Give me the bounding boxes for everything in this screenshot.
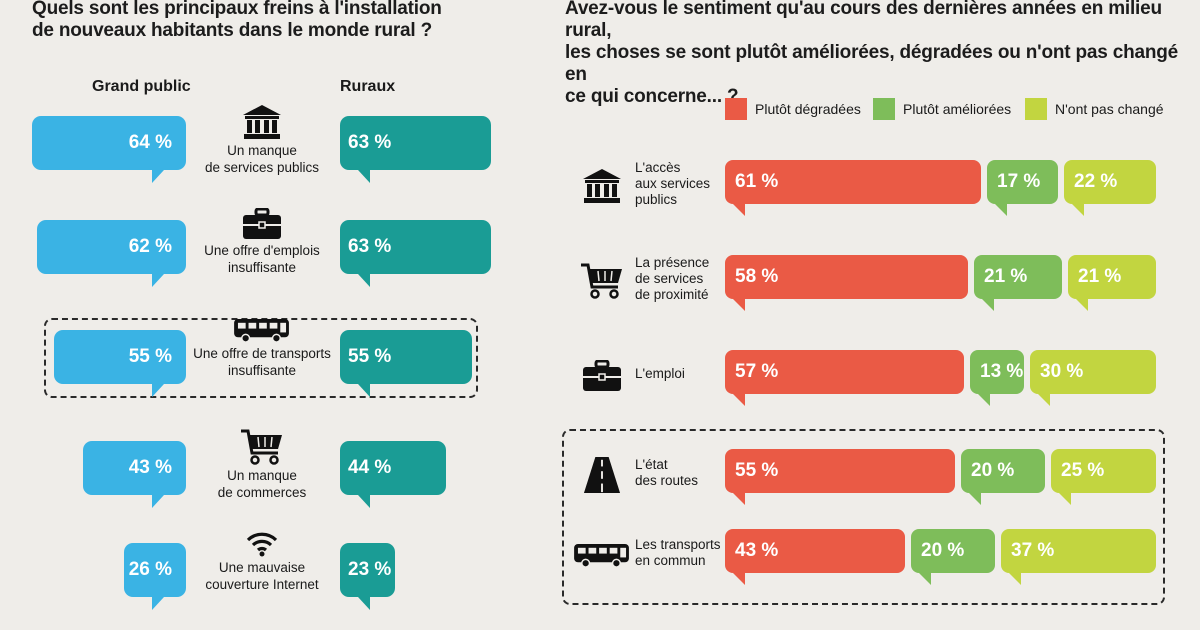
bar-ruraux: 63 %	[340, 220, 491, 287]
highlight-box	[562, 429, 1165, 605]
right-title-line-2: les choses se sont plutôt améliorées, dé…	[565, 42, 1179, 85]
category-label-line: Un manque	[227, 143, 297, 158]
bar-pas-change: 37 %	[1001, 529, 1156, 585]
category-label: La présence de services de proximité	[635, 255, 709, 303]
category-label-line: Un manque	[227, 468, 297, 483]
legend-item: Plutôt améliorées	[873, 98, 1011, 120]
bus-icon	[233, 318, 291, 345]
legend-label: N'ont pas changé	[1055, 101, 1164, 117]
bar-ruraux: 55 %	[340, 330, 472, 397]
right-title-line-3: ce qui concerne... ?	[565, 86, 739, 107]
left-title-line-1: Quels sont les principaux freins à l'ins…	[32, 0, 442, 19]
legend-grand-public: Grand public	[92, 78, 191, 95]
shopping-cart-icon	[580, 263, 624, 304]
bar-degradees: 55 %	[725, 449, 955, 505]
category-label: Les transports en commun	[635, 537, 721, 569]
bar-ruraux: 63 %	[340, 116, 491, 183]
category-label-line: insuffisante	[227, 363, 297, 378]
bank-icon	[582, 168, 622, 209]
category-label: L'accès aux services publics	[635, 160, 710, 208]
category-label: Une mauvaise couverture Internet	[182, 531, 342, 593]
right-chart-title: Avez-vous le sentiment qu'au cours des d…	[565, 0, 1200, 108]
bar-pas-change: 22 %	[1064, 160, 1156, 216]
category-label-line: des routes	[635, 473, 699, 488]
road-icon	[583, 456, 621, 499]
bar-ameliorees: 17 %	[987, 160, 1058, 216]
bar-degradees: 57 %	[725, 350, 964, 406]
category-label-line: Une offre d'emplois	[204, 243, 320, 258]
legend-item: Plutôt dégradées	[725, 98, 861, 120]
bar-ameliorees: 20 %	[911, 529, 995, 585]
left-chart-panel: Quels sont les principaux freins à l'ins…	[0, 0, 560, 630]
category-label: L'emploi	[635, 366, 685, 382]
legend-swatch	[1025, 98, 1047, 120]
bar-degradees: 61 %	[725, 160, 981, 216]
left-title-line-2: de nouveaux habitants dans le monde rura…	[32, 20, 432, 41]
bar-ameliorees: 20 %	[961, 449, 1045, 505]
category-label-line: publics	[635, 192, 678, 207]
bar-ameliorees: 21 %	[974, 255, 1062, 311]
category-label-line: La présence	[635, 255, 710, 270]
bank-icon	[242, 104, 282, 142]
bar-grand-public: 64 %	[32, 116, 186, 183]
left-chart-title: Quels sont les principaux freins à l'ins…	[32, 0, 442, 42]
category-label: L'état des routes	[635, 457, 698, 489]
bar-grand-public: 43 %	[83, 441, 186, 508]
bar-grand-public: 55 %	[54, 330, 186, 397]
bar-grand-public: 62 %	[37, 220, 186, 287]
category-label-line: Les transports	[635, 537, 721, 552]
right-chart-panel: Avez-vous le sentiment qu'au cours des d…	[560, 0, 1200, 630]
bar-ruraux: 23 %	[340, 543, 395, 610]
bar-pas-change: 25 %	[1051, 449, 1156, 505]
bar-grand-public: 26 %	[124, 543, 186, 610]
category-label-line: de commerces	[217, 485, 307, 500]
category-label-line: aux services	[635, 176, 711, 191]
briefcase-icon	[582, 359, 622, 397]
category-label-line: L'accès	[635, 160, 681, 175]
category-label: Une offre de transports insuffisante	[182, 318, 342, 379]
category-label-line: Une mauvaise	[218, 560, 306, 575]
category-label-line: insuffisante	[227, 260, 297, 275]
category-label-line: Une offre de transports	[193, 346, 331, 361]
category-label-line: de proximité	[635, 287, 709, 302]
bar-degradees: 43 %	[725, 529, 905, 585]
wifi-icon	[246, 531, 278, 559]
bus-icon	[573, 543, 631, 573]
category-label-line: L'état	[635, 457, 668, 472]
bar-ruraux: 44 %	[340, 441, 446, 508]
category-label-line: de services publics	[204, 160, 320, 175]
category-label-line: L'emploi	[635, 366, 685, 381]
bar-degradees: 58 %	[725, 255, 968, 311]
category-label-line: en commun	[635, 553, 706, 568]
bar-pas-change: 21 %	[1068, 255, 1156, 311]
bar-ameliorees: 13 %	[970, 350, 1024, 406]
category-label: Un manque de services publics	[182, 104, 342, 176]
category-label: Une offre d'emplois insuffisante	[182, 208, 342, 276]
category-label-line: de services	[635, 271, 704, 286]
briefcase-icon	[242, 208, 282, 242]
legend-label: Plutôt dégradées	[755, 101, 861, 117]
legend-ruraux: Ruraux	[340, 78, 396, 95]
legend-swatch	[725, 98, 747, 120]
legend-item: N'ont pas changé	[1025, 98, 1164, 120]
shopping-cart-icon	[240, 429, 284, 467]
legend-swatch	[873, 98, 895, 120]
legend-label: Plutôt améliorées	[903, 101, 1012, 117]
category-label-line: couverture Internet	[205, 577, 319, 592]
category-label: Un manque de commerces	[182, 429, 342, 501]
bar-pas-change: 30 %	[1030, 350, 1156, 406]
right-title-line-1: Avez-vous le sentiment qu'au cours des d…	[565, 0, 1162, 41]
